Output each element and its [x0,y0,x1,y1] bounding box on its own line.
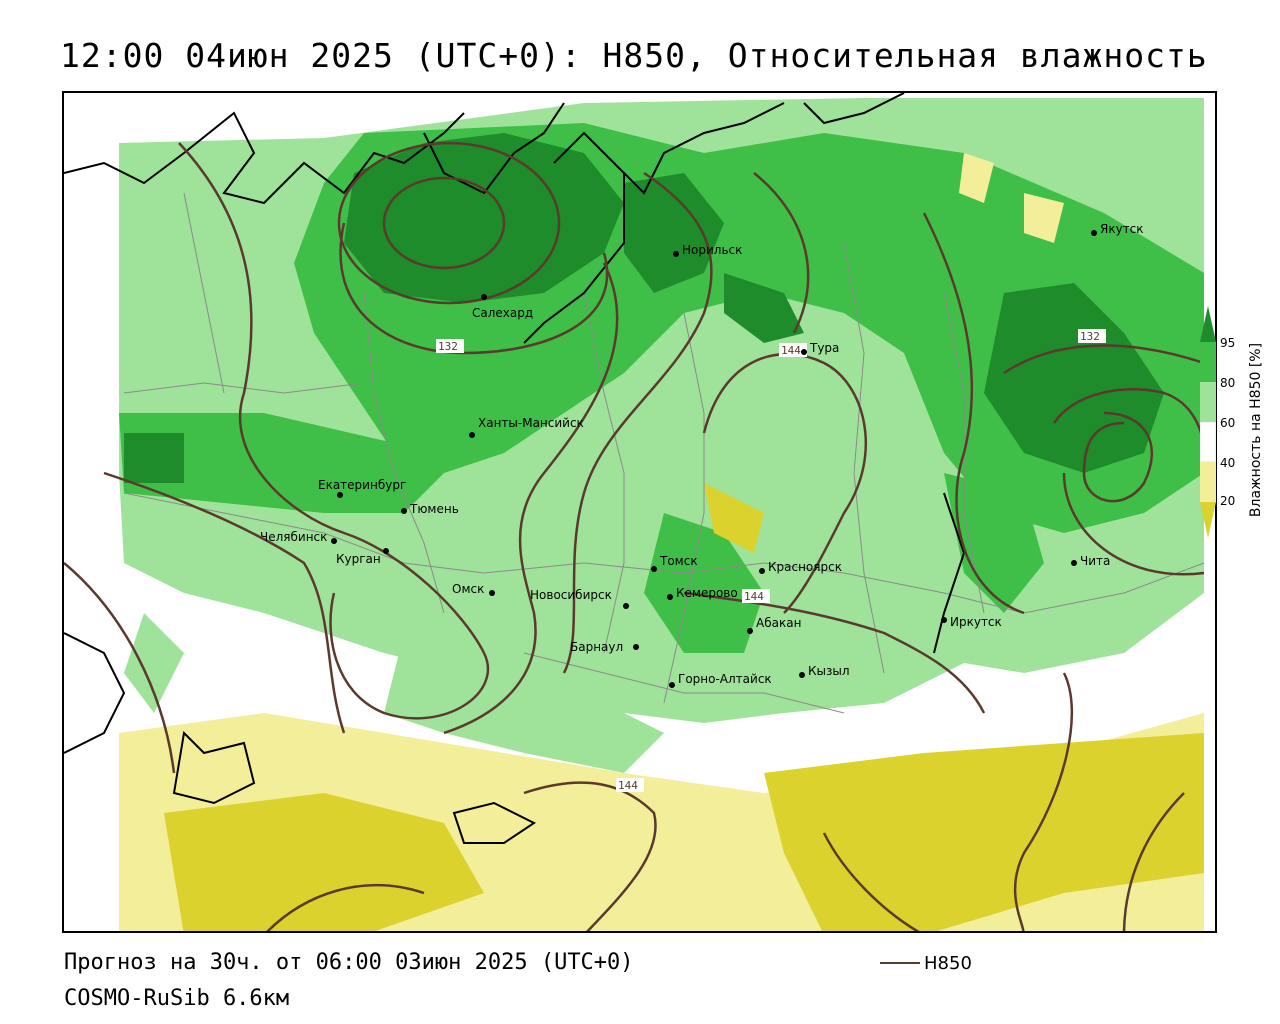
svg-text:Екатеринбург: Екатеринбург [318,478,406,492]
city-kurgan: Курган [336,548,389,566]
svg-text:Тюмень: Тюмень [409,502,459,516]
contour-labels: 132 144 132 144 144 [436,329,1106,792]
colorbar-tick-95: 95 [1220,336,1236,350]
contour-label-144-center: 144 [744,590,764,603]
svg-text:Кызыл: Кызыл [808,664,850,678]
svg-text:Салехард: Салехард [472,306,533,320]
contour-label-144-north: 144 [781,344,801,357]
svg-text:Красноярск: Красноярск [768,560,842,574]
city-chelyabinsk: Челябинск [260,530,337,544]
map-title: 12:00 04июн 2025 (UTC+0): H850, Относите… [60,36,1208,75]
city-barnaul: Барнаул [570,640,639,654]
humidity-fields [119,98,1204,931]
colorbar-tick-60: 60 [1220,416,1236,430]
coastlines [64,93,966,844]
city-abakan: Абакан [747,616,801,634]
h850-legend-label: H850 [924,953,972,974]
colorbar-tick-80: 80 [1220,376,1236,390]
svg-text:Челябинск: Челябинск [260,530,327,544]
svg-text:Курган: Курган [336,552,381,566]
contour-label-132-west: 132 [438,340,458,353]
svg-text:Барнаул: Барнаул [570,640,623,654]
humidity-95-region [344,133,624,303]
svg-text:Ханты-Мансийск: Ханты-Мансийск [478,416,584,430]
city-gorno-altaysk: Горно-Алтайск [669,672,772,688]
svg-text:Омск: Омск [452,582,484,596]
svg-text:Норильск: Норильск [682,243,742,257]
humidity-0-region [164,793,484,931]
city-krasnoyarsk: Красноярск [759,560,842,574]
city-salekhard: Салехард [472,294,533,320]
city-yekaterinburg: Екатеринбург [318,478,406,498]
svg-text:Иркутск: Иркутск [950,615,1002,629]
city-chita: Чита [1071,554,1110,568]
svg-text:Томск: Томск [659,554,698,568]
city-tyumen: Тюмень [401,502,459,516]
model-name: COSMO-RuSib 6.6км [64,986,290,1011]
humidity-colorbar [1200,306,1216,538]
colorbar-title: Влажность на H850 [%] [1248,342,1264,518]
svg-text:Кемерово: Кемерово [676,586,738,600]
city-tura: Тура [801,341,839,355]
colorbar-tick-40: 40 [1220,456,1236,470]
city-yakutsk: Якутск [1091,222,1144,236]
h850-legend-line [880,962,920,964]
city-kemerovo: Кемерово [667,586,738,600]
svg-text:Якутск: Якутск [1100,222,1144,236]
colorbar-tick-20: 20 [1220,494,1236,508]
city-irkutsk: Иркутск [941,615,1002,629]
city-khanty-mansiysk: Ханты-Мансийск [469,416,584,438]
svg-text:Тура: Тура [809,341,839,355]
contour-label-144-south: 144 [618,779,638,792]
map-area[interactable]: 132 144 132 144 144 Салехард Норильск Ту… [62,91,1217,933]
svg-text:Абакан: Абакан [756,616,801,630]
map-canvas: 132 144 132 144 144 Салехард Норильск Ту… [64,93,1206,931]
city-novosibirsk: Новосибирск [530,588,629,609]
svg-text:Горно-Алтайск: Горно-Алтайск [678,672,772,686]
city-tomsk: Томск [651,554,698,572]
forecast-info: Прогноз на 30ч. от 06:00 03июн 2025 (UTC… [64,950,634,975]
svg-text:Новосибирск: Новосибирск [530,588,612,602]
contour-label-132-east: 132 [1080,330,1100,343]
city-markers: Салехард Норильск Тура Якутск Ханты-Манс… [260,222,1144,688]
city-norilsk: Норильск [673,243,742,257]
svg-text:Чита: Чита [1080,554,1110,568]
city-omsk: Омск [452,582,495,596]
city-kyzyl: Кызыл [799,664,850,678]
